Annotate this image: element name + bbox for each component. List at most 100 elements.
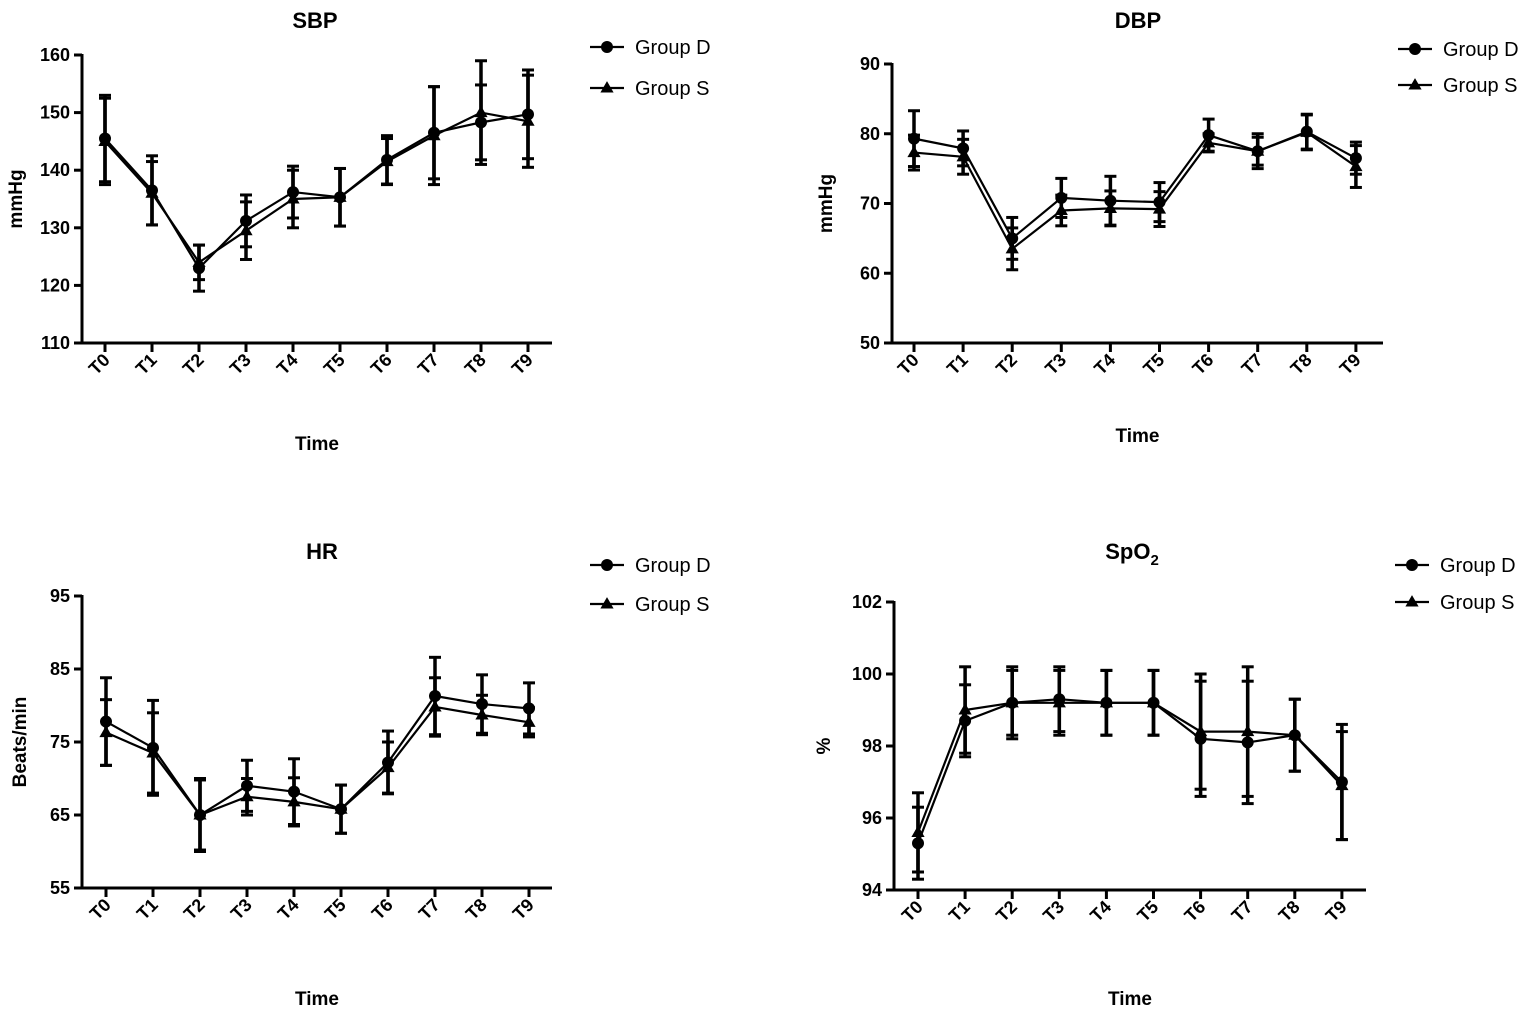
y-tick-label: 85 [50,659,70,679]
x-tick-label: T2 [180,895,209,924]
x-tick-label: T2 [992,897,1021,926]
x-tick-label: T1 [132,350,161,379]
legend-label: Group S [1443,75,1517,97]
y-tick-label: 100 [852,664,882,684]
x-tick-label: T4 [1086,897,1115,926]
x-tick-label: T0 [894,350,923,379]
x-tick-label: T1 [943,350,972,379]
x-tick-label: T2 [179,350,208,379]
series-group-s [907,113,1363,272]
x-axis-label: Time [295,434,339,455]
x-tick-label: T0 [85,350,114,379]
x-tick-label: T3 [226,350,255,379]
x-tick-label: T8 [1275,897,1304,926]
series-group-s [98,59,535,282]
legend-item: Group D [590,37,711,59]
x-tick-label: T5 [1139,350,1168,379]
x-tick-label: T0 [898,897,927,926]
legend-label: Group S [635,78,709,100]
legend-label: Group S [635,594,709,616]
data-point [1052,695,1066,708]
data-point [428,700,442,712]
data-point [907,145,921,158]
chart-sbp: SBP 110 120 130 140 150 160 T0 T1 T2 T3 T4 T5 T6 T7 T8 T… [6,8,711,455]
data-point [240,789,254,802]
x-axis-label: Time [1115,426,1159,447]
legend-item: Group S [590,594,709,616]
x-tick-label: T5 [320,350,349,379]
x-tick-label: T8 [461,350,490,379]
series-line [104,111,529,264]
data-point [956,149,970,162]
x-tick-label: T9 [1336,350,1365,379]
triangle-marker-icon [1408,78,1422,90]
data-point [522,715,536,727]
y-tick-label: 80 [860,124,880,144]
data-point [958,703,972,715]
data-point [1194,724,1208,737]
data-point [1005,695,1019,708]
x-axis-label: Time [295,989,339,1010]
legend-item: Group S [1395,592,1514,614]
data-point [286,192,300,204]
data-point [1054,203,1068,216]
legend-label: Group D [635,555,711,577]
data-point [333,190,347,202]
circle-marker-icon [601,559,613,571]
y-tick-label: 96 [862,808,882,828]
data-point [1288,728,1302,740]
data-point [98,134,112,146]
circle-marker-icon [601,41,613,53]
x-tick-label: T4 [273,350,302,379]
series-group-d [99,68,534,293]
data-point [239,223,253,236]
x-tick-label: T6 [1180,897,1209,926]
series-group-s [99,676,536,852]
x-tick-label: T7 [414,350,443,379]
y-tick-label: 110 [41,333,70,353]
y-tick-label: 70 [860,194,880,214]
y-tick-label: 140 [40,160,70,180]
triangle-marker-icon [600,597,614,609]
x-tick-label: T5 [1133,897,1162,926]
chart-title: DBP [1115,8,1161,33]
y-tick-label: 150 [40,103,70,123]
series-group-s [911,665,1349,874]
x-tick-label: T8 [1287,350,1316,379]
x-tick-label: T7 [1238,350,1267,379]
chart-spo: SpO2 94 96 98 100 102 T0 T1 T2 T3 T4 T5 T6 T7 T8 T9 Time… [814,539,1516,1010]
circle-marker-icon [1406,559,1418,571]
x-tick-label: T2 [992,350,1021,379]
x-tick-label: T5 [321,895,350,924]
legend-item: Group D [1395,555,1516,577]
chart-title: SpO2 [1105,539,1159,569]
legend-label: Group S [1440,592,1514,614]
y-tick-label: 98 [862,736,882,756]
legend-item: Group D [590,555,711,577]
x-tick-label: T9 [508,350,537,379]
data-point [334,802,348,814]
legend-item: Group S [1398,75,1517,97]
series-group-d [100,655,535,853]
data-point [380,154,394,167]
data-point [1103,201,1117,213]
legend-item: Group S [590,78,709,100]
title-subscript: 2 [1150,552,1158,569]
y-tick-label: 50 [860,333,880,353]
y-tick-label: 95 [50,586,70,606]
data-point [1335,778,1349,791]
series-line [105,705,530,817]
data-point [1152,202,1167,214]
x-tick-label: T7 [415,895,444,924]
data-point [1241,724,1255,737]
data-point [1300,125,1314,137]
legend-label: Group D [1443,39,1519,61]
chart-hr: HR 55 65 75 85 95 T0 T1 T2 T3 T4 T5 T6 T7 T8 T9 Time Beat… [10,539,711,1010]
series-line [916,701,1343,833]
y-tick-label: 94 [862,880,882,900]
x-tick-label: T0 [86,895,115,924]
data-point [146,746,160,758]
y-axis-label: Beats/min [10,697,31,788]
legend-item: Group D [1398,39,1519,61]
x-tick-label: T1 [133,895,162,924]
